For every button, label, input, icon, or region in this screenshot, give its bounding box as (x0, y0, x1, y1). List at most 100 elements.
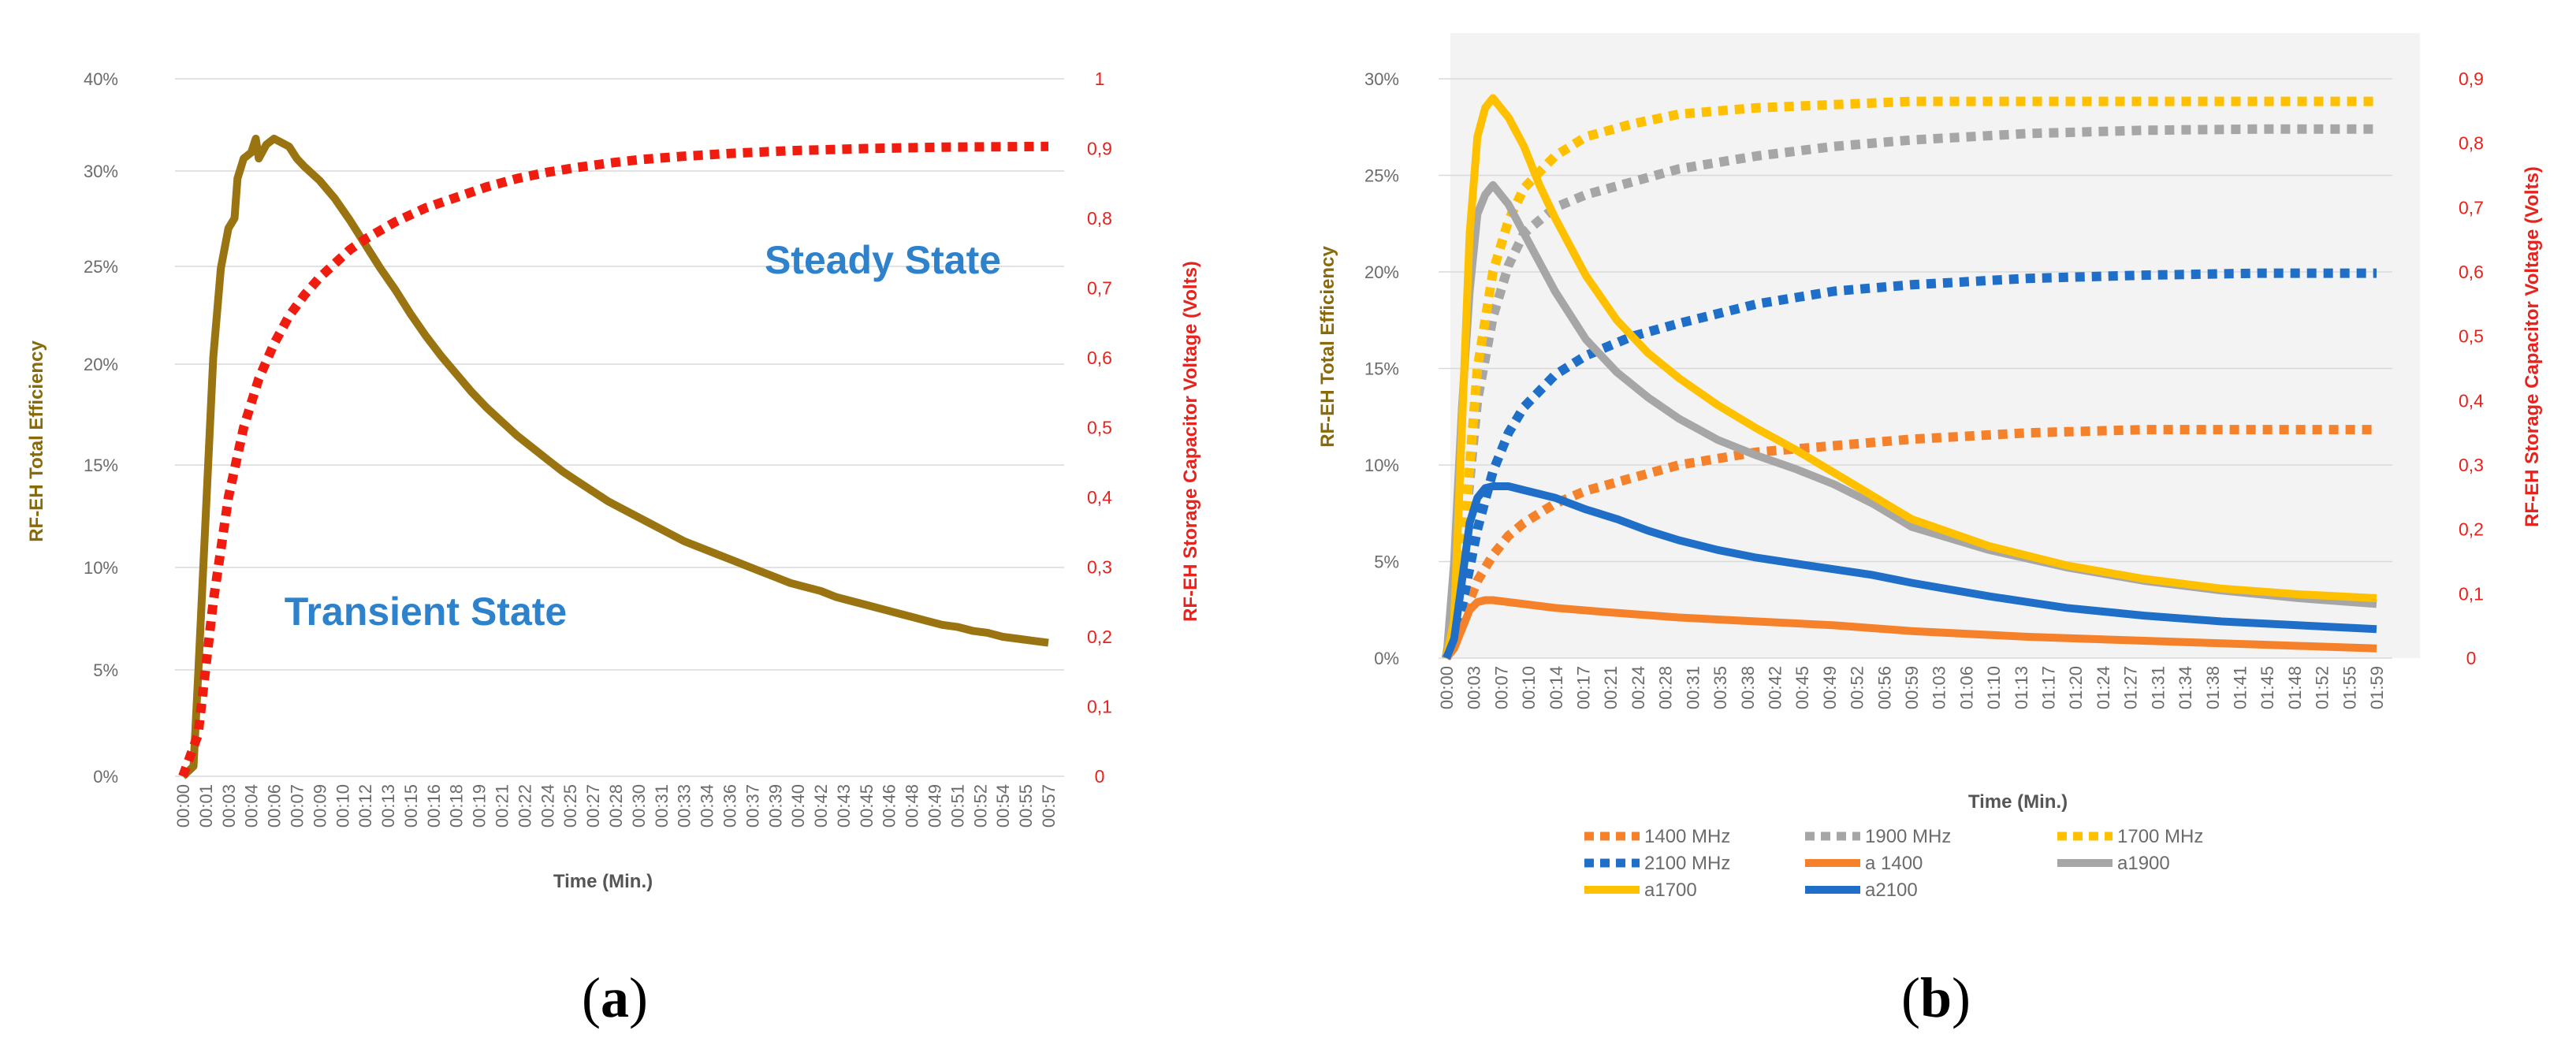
chart-b-x-tick-label: 00:59 (1902, 666, 1922, 709)
chart-a-right-tick-label: 0,7 (1087, 278, 1112, 299)
chart-b-series-1900-mhz (1442, 124, 2377, 659)
chart-b-x-tick-label: 00:28 (1656, 666, 1676, 709)
chart-a-transient-state-label: Transient State (285, 590, 567, 634)
chart-b-x-tick-label: 00:17 (1574, 666, 1594, 709)
chart-a-left-tick-label: 25% (84, 257, 118, 277)
chart-a-left-tick-label: 0% (93, 767, 118, 787)
chart-a-x-tick-label: 00:00 (173, 784, 193, 828)
chart-a-x-tick-label: 00:48 (903, 784, 922, 828)
chart-b-x-tick-label: 01:20 (2066, 666, 2086, 709)
chart-b-left-tick-label: 30% (1364, 69, 1399, 89)
chart-a-right-tick-label: 1 (1095, 69, 1105, 89)
chart-a-left-axis-title: RF-EH Total Efficiency (26, 340, 47, 542)
caption-b-close: ) (1952, 966, 1971, 1029)
chart-panel-b: 0%5%10%15%20%25%30% 00,10,20,30,40,50,60… (1317, 33, 2543, 901)
chart-b-x-tick-label: 01:59 (2367, 666, 2387, 709)
caption-a: (a) (582, 966, 648, 1029)
legend-label-1700-mhz: 1700 MHz (2117, 826, 2203, 847)
chart-b-x-tick-label: 01:31 (2148, 666, 2168, 709)
chart-a-x-tick-label: 00:45 (857, 784, 877, 828)
chart-a-x-tick-label: 00:21 (493, 784, 512, 828)
chart-b-x-tick-label: 00:21 (1601, 666, 1621, 709)
chart-b-left-axis-title: RF-EH Total Efficiency (1317, 246, 1338, 448)
chart-a-right-tick-label: 0 (1095, 766, 1105, 787)
chart-a-x-tick-label: 00:15 (401, 784, 421, 828)
chart-b-x-tick-label: 00:38 (1738, 666, 1758, 709)
chart-b-right-tick-label: 0 (2466, 648, 2477, 668)
chart-a-series-rf-eh-storage-capacitor-voltage (178, 141, 1049, 779)
chart-a-right-tick-label: 0,4 (1087, 487, 1112, 508)
chart-a-right-axis-ticks: 0 0,1 0,2 0,3 0,4 0,5 0,6 0,7 0,8 0,9 1 (1087, 69, 1112, 787)
chart-b-left-tick-label: 0% (1374, 649, 1399, 668)
chart-b-left-axis-ticks: 0% 5% 10% 15% 20% 25% 30% (1364, 69, 1399, 668)
chart-a-x-axis-title: Time (Min.) (553, 871, 653, 892)
chart-b-x-tick-label: 01:45 (2258, 666, 2277, 709)
chart-a-left-tick-label: 10% (84, 558, 118, 578)
chart-a-x-tick-label: 00:52 (970, 784, 990, 828)
chart-a-right-tick-label: 0,1 (1087, 697, 1112, 717)
chart-b-x-axis-title: Time (Min.) (1968, 791, 2068, 813)
chart-a-x-tick-label: 00:43 (834, 784, 854, 828)
chart-a-left-tick-label: 20% (84, 355, 118, 374)
chart-a-left-axis-ticks: 0% 5% 10% 15% 20% 25% 30% 40% (84, 69, 118, 787)
chart-a-x-tick-label: 00:16 (424, 784, 444, 828)
chart-b-x-tick-label: 00:31 (1683, 666, 1703, 709)
chart-b-x-tick-label: 01:38 (2203, 666, 2223, 709)
chart-b-x-tick-label: 01:48 (2285, 666, 2305, 709)
chart-b-x-tick-label: 00:07 (1491, 666, 1511, 709)
chart-b-x-tick-label: 00:52 (1848, 666, 1867, 709)
chart-a-x-tick-label: 00:18 (447, 784, 467, 828)
chart-b-series-1700-mhz (1442, 96, 2377, 659)
chart-a-x-axis-ticks: 00:00 00:01 00:03 00:04 00:06 00:07 00:09 00:10… (173, 784, 1059, 828)
chart-a-right-tick-label: 0,9 (1087, 139, 1112, 159)
chart-b-x-tick-label: 01:17 (2039, 666, 2059, 709)
chart-a-x-tick-label: 00:12 (356, 784, 375, 828)
chart-b-x-tick-label: 01:55 (2340, 666, 2359, 709)
chart-b-right-tick-label: 0,6 (2459, 262, 2484, 282)
chart-b-x-tick-label: 00:14 (1547, 666, 1566, 709)
chart-a-x-tick-label: 00:31 (652, 784, 672, 828)
chart-b-right-tick-label: 0,3 (2459, 455, 2484, 475)
chart-a-right-tick-label: 0,2 (1087, 627, 1112, 647)
caption-a-open: ( (582, 966, 601, 1029)
chart-b-x-tick-label: 01:34 (2176, 666, 2195, 709)
chart-b-x-tick-label: 01:24 (2094, 666, 2113, 709)
chart-b-x-tick-label: 01:52 (2313, 666, 2332, 709)
chart-a-right-tick-label: 0,5 (1087, 418, 1112, 438)
chart-b-series-1400-mhz (1442, 425, 2377, 660)
chart-a-right-tick-label: 0,3 (1087, 557, 1112, 578)
chart-b-x-tick-label: 01:27 (2121, 666, 2141, 709)
chart-a-left-tick-label: 40% (84, 69, 118, 89)
chart-a-x-tick-label: 00:25 (560, 784, 580, 828)
chart-b-right-tick-label: 0,8 (2459, 133, 2484, 154)
chart-b-series-a2100 (1442, 482, 2377, 660)
chart-b-x-tick-label: 00:42 (1765, 666, 1785, 709)
chart-a-x-tick-label: 00:04 (242, 784, 262, 828)
chart-a-right-tick-label: 0,6 (1087, 348, 1112, 368)
chart-a-left-tick-label: 5% (93, 660, 118, 680)
chart-panel-a: 0%5%10%15%20%25%30%40% 00,10,20,30,40,50… (26, 69, 1201, 892)
legend-label-a2100: a2100 (1865, 880, 1918, 901)
chart-a-x-tick-label: 00:10 (333, 784, 352, 828)
chart-b-right-tick-label: 0,9 (2459, 69, 2484, 89)
legend-label-a-1400: a 1400 (1865, 853, 1923, 874)
chart-a-x-tick-label: 00:37 (743, 784, 762, 828)
chart-b-x-tick-label: 01:13 (2012, 666, 2031, 709)
chart-b-left-tick-label: 15% (1364, 359, 1399, 379)
chart-a-x-tick-label: 00:28 (606, 784, 626, 828)
chart-a-x-tick-label: 00:24 (538, 784, 557, 828)
chart-b-x-tick-label: 00:49 (1820, 666, 1840, 709)
chart-a-right-axis-title: RF-EH Storage Capacitor Voltage (Volts) (1180, 261, 1201, 622)
chart-a-series-rf-eh-total-efficiency (180, 134, 1049, 779)
chart-a-x-tick-label: 00:27 (583, 784, 603, 828)
chart-a-x-tick-label: 00:39 (765, 784, 785, 828)
chart-a-x-tick-label: 00:40 (788, 784, 808, 828)
chart-a-left-tick-label: 30% (84, 162, 118, 181)
chart-a-x-tick-label: 00:07 (287, 784, 307, 828)
chart-a-right-tick-label: 0,8 (1087, 208, 1112, 229)
chart-b-right-tick-label: 0,5 (2459, 326, 2484, 347)
chart-b-left-tick-label: 25% (1364, 166, 1399, 186)
chart-a-x-tick-label: 00:33 (675, 784, 694, 828)
legend-label-1900-mhz: 1900 MHz (1865, 826, 1951, 847)
